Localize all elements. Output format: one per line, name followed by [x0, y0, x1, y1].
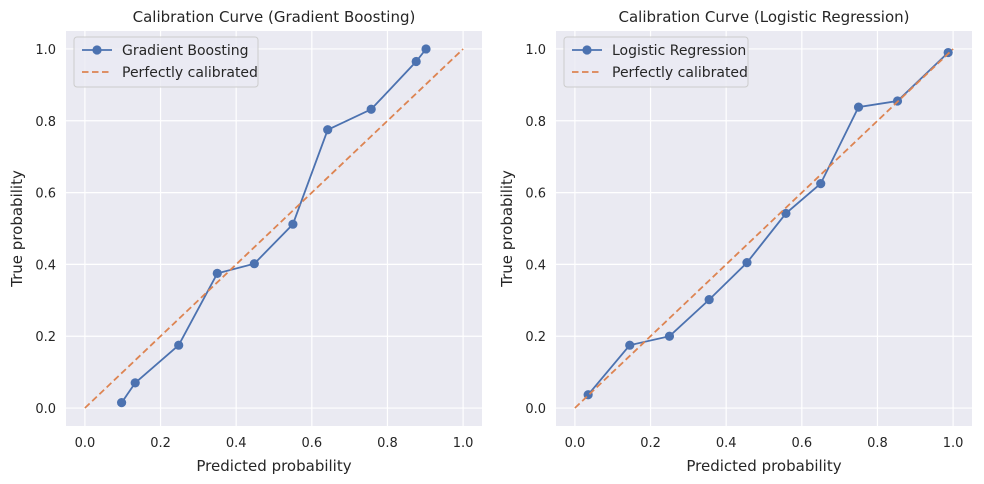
- x-tick-label: 0.0: [75, 436, 96, 451]
- data-point: [781, 208, 791, 219]
- x-tick-label: 0.8: [867, 436, 888, 451]
- y-tick-label: 0.8: [525, 115, 546, 130]
- y-tick-label: 0.6: [525, 187, 546, 202]
- data-point: [421, 44, 431, 54]
- data-point: [816, 179, 826, 189]
- legend-label-perfectly-calibrated: Perfectly calibrated: [122, 65, 258, 81]
- x-axis-label: Predicted probability: [196, 457, 351, 475]
- data-point: [411, 56, 421, 67]
- series-line-gradient-boosting: [120, 48, 427, 404]
- y-axis-label: True probability: [8, 170, 26, 288]
- data-point: [130, 378, 140, 388]
- legend-marker-gradient-boosting: [92, 45, 102, 55]
- x-tick-label: 0.6: [791, 436, 812, 451]
- chart-title: Calibration Curve (Gradient Boosting): [133, 8, 416, 26]
- data-point: [116, 398, 127, 408]
- legend-marker-logistic-regression: [582, 45, 592, 55]
- chart-title: Calibration Curve (Logistic Regression): [619, 8, 910, 26]
- x-tick-label: 0.0: [565, 436, 586, 451]
- y-tick-label: 0.0: [35, 402, 56, 417]
- data-point: [742, 258, 752, 268]
- x-tick-label: 0.8: [377, 436, 398, 451]
- y-tick-label: 0.4: [525, 258, 546, 273]
- chart-panel-logistic-regression: 0.0 0.2 0.4 0.6 0.8 1.0 0.0 0.2 0.4 0.6 0.8 1.0 Cali…: [498, 8, 972, 475]
- y-tick-label: 0.6: [35, 187, 56, 202]
- x-tick-label: 1.0: [943, 436, 964, 451]
- data-point: [704, 295, 714, 305]
- data-point: [288, 219, 298, 229]
- data-point: [323, 125, 333, 135]
- y-tick-label: 0.0: [525, 402, 546, 417]
- y-axis-label: True probability: [498, 170, 516, 288]
- series-line-perfectly-calibrated: [84, 48, 464, 409]
- x-tick-label: 0.2: [150, 436, 171, 451]
- series-line-logistic-regression: [587, 51, 949, 396]
- legend-label-logistic-regression: Logistic Regression: [612, 43, 746, 59]
- x-axis-label: Predicted probability: [686, 457, 841, 475]
- x-tick-label: 0.6: [301, 436, 322, 451]
- y-tick-label: 0.2: [525, 330, 546, 345]
- x-tick-label: 1.0: [453, 436, 474, 451]
- x-tick-label: 0.2: [640, 436, 661, 451]
- legend-label-gradient-boosting: Gradient Boosting: [122, 43, 249, 59]
- data-point: [664, 331, 675, 341]
- series-line-perfectly-calibrated: [574, 48, 954, 409]
- data-point: [853, 102, 864, 112]
- legend-label-perfectly-calibrated: Perfectly calibrated: [612, 65, 748, 81]
- y-tick-label: 0.8: [35, 115, 56, 130]
- data-point: [174, 340, 184, 350]
- y-tick-label: 1.0: [35, 43, 56, 58]
- chart-panel-gradient-boosting: 0.0 0.2 0.4 0.6 0.8 1.0 0.0 0.2 0.4 0.6 0.8 1.0 Cali…: [8, 8, 482, 475]
- y-tick-label: 0.4: [35, 258, 56, 273]
- data-point: [249, 259, 259, 269]
- y-tick-label: 0.2: [35, 330, 56, 345]
- x-tick-label: 0.4: [226, 436, 247, 451]
- legend-box: [563, 36, 749, 88]
- data-point: [366, 104, 376, 114]
- data-point: [212, 268, 222, 278]
- x-tick-label: 0.4: [716, 436, 737, 451]
- legend-box: [73, 36, 259, 88]
- data-point: [625, 340, 635, 350]
- y-tick-label: 1.0: [525, 43, 546, 58]
